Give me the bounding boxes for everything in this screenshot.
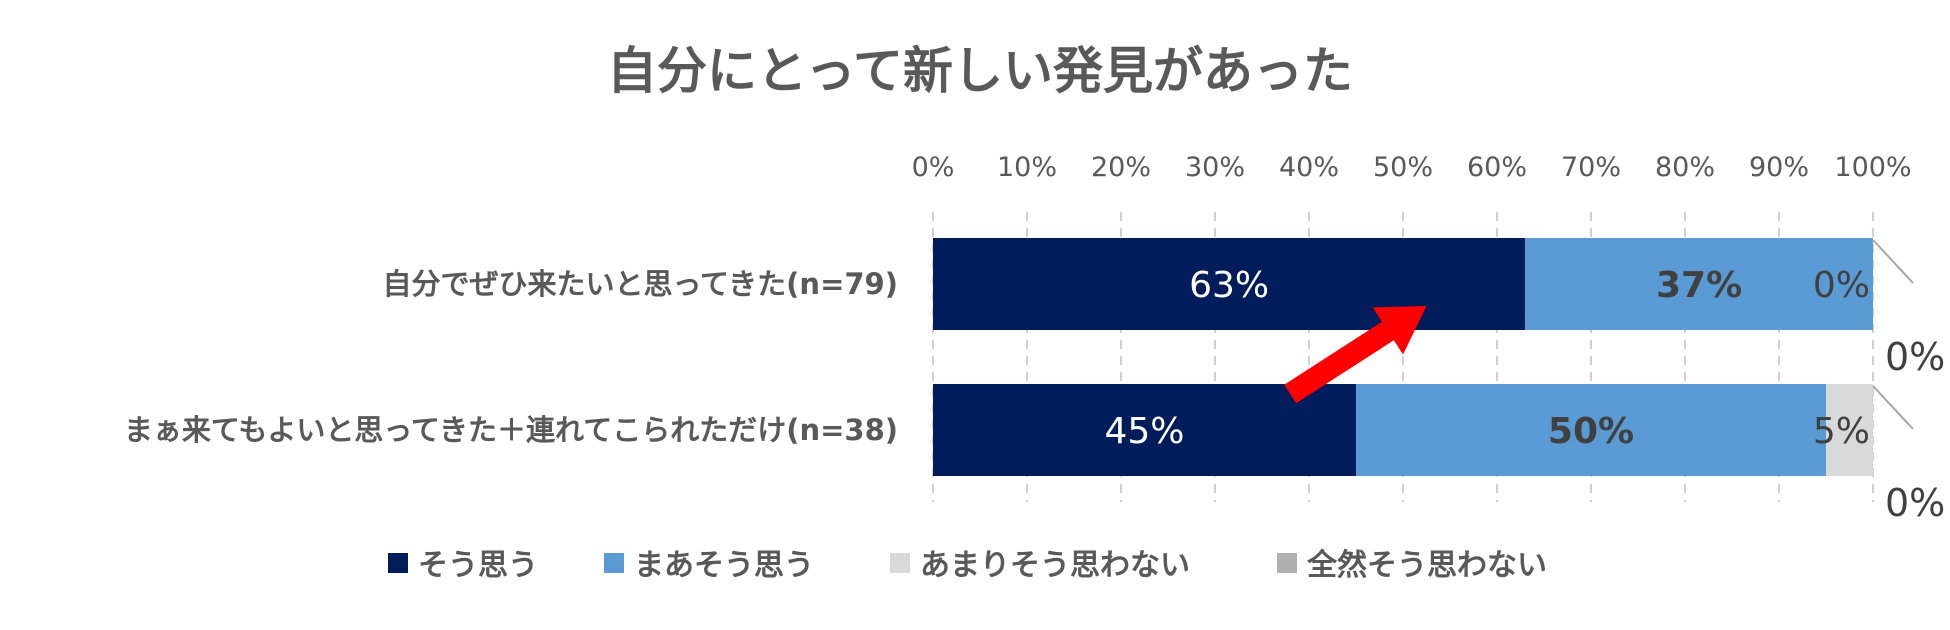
outside-data-label: 0% [1885, 335, 1945, 379]
category-label: 自分でぜひ来たいと思ってきた(n=79) [383, 267, 899, 301]
bars [933, 238, 1873, 476]
x-tick-label: 30% [1185, 152, 1245, 183]
legend-swatch [1277, 553, 1297, 573]
data-label: 5% [1813, 411, 1870, 452]
category-labels: 自分でぜひ来たいと思ってきた(n=79) まぁ来てもよいと思ってきた＋連れてこられ… [124, 267, 898, 447]
outside-labels: 0% 0% [1872, 239, 1945, 525]
x-tick-label: 10% [997, 152, 1057, 183]
x-tick-label: 80% [1655, 152, 1715, 183]
red-arrow-icon [1284, 306, 1427, 404]
x-tick-label: 50% [1373, 152, 1433, 183]
chart-title: 自分にとって新しい発見があった [607, 42, 1353, 100]
bar-segment [1525, 238, 1873, 330]
bar-segment [933, 384, 1356, 476]
data-label: 63% [1189, 265, 1269, 306]
annotation-arrow [1284, 306, 1427, 404]
legend-label: 全然そう思わない [1306, 548, 1547, 583]
x-tick-label: 100% [1834, 152, 1911, 183]
outside-data-label: 0% [1885, 481, 1945, 525]
data-label: 0% [1813, 265, 1870, 306]
x-tick-label: 70% [1561, 152, 1621, 183]
bar-segment [1356, 384, 1826, 476]
x-tick-label: 60% [1467, 152, 1527, 183]
bar-segment [1826, 384, 1873, 476]
data-label: 37% [1656, 265, 1742, 306]
legend-swatch [604, 553, 624, 573]
legend-label: まあそう思う [634, 548, 814, 583]
legend-label: そう思う [418, 548, 538, 583]
leader-line [1872, 239, 1914, 284]
x-tick-label: 40% [1279, 152, 1339, 183]
x-axis-ticks: 0% 10% 20% 30% 40% 50% 60% 70% 80% 90% 100% [912, 152, 1912, 183]
legend-label: あまりそう思わない [920, 548, 1190, 583]
category-label: まぁ来てもよいと思ってきた＋連れてこられただけ(n=38) [124, 413, 898, 447]
x-tick-label: 0% [912, 152, 955, 183]
bar-segment [933, 238, 1526, 330]
legend-swatch [388, 553, 408, 573]
leader-line [1872, 385, 1914, 430]
data-label: 50% [1548, 411, 1634, 452]
data-labels: 63% 37% 0% 45% 50% 5% [1104, 265, 1870, 452]
x-tick-label: 90% [1749, 152, 1809, 183]
legend-swatch [890, 553, 910, 573]
x-tick-label: 20% [1091, 152, 1151, 183]
data-label: 45% [1104, 411, 1184, 452]
legend: そう思う まあそう思う あまりそう思わない 全然そう思わない [388, 548, 1547, 583]
